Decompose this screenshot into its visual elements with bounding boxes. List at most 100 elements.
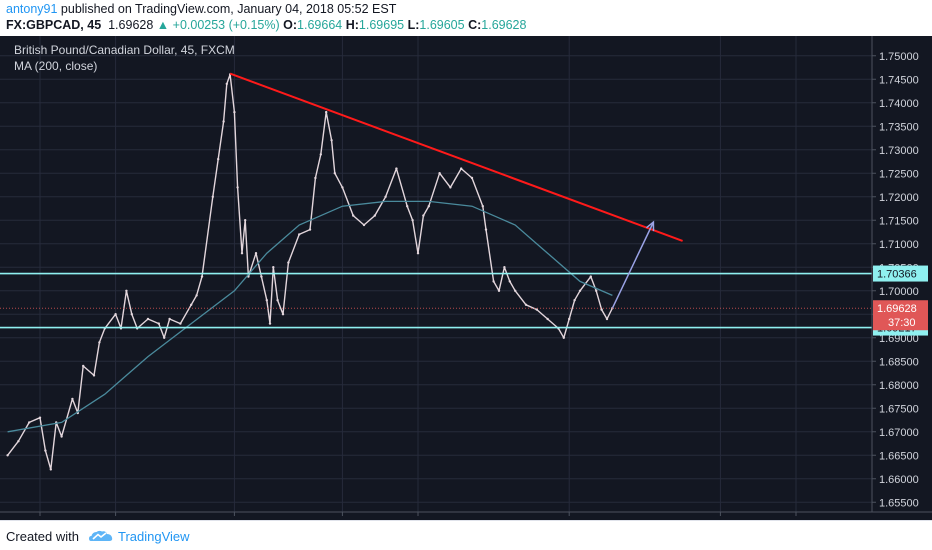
level-price-label: 1.70366 <box>877 269 917 281</box>
high-value: 1.69695 <box>358 18 405 32</box>
price-tick-label: 1.75000 <box>879 51 919 63</box>
price-point <box>333 172 336 175</box>
price-point <box>589 275 592 278</box>
price-point <box>287 261 290 264</box>
symbol-label: FX:GBPCAD, 45 <box>6 18 102 32</box>
price-point <box>524 303 528 306</box>
price-point <box>163 336 166 339</box>
price-point <box>427 205 430 208</box>
chart-header: antony91 published on TradingView.com, J… <box>0 0 932 36</box>
price-point <box>546 317 549 321</box>
price-point <box>272 266 275 269</box>
price-point <box>573 299 576 302</box>
price-point <box>395 167 398 170</box>
price-point <box>17 440 20 443</box>
price-point <box>352 214 355 217</box>
price-point <box>168 317 171 321</box>
bar-countdown-label: 37:30 <box>888 317 916 329</box>
price-point <box>71 397 74 401</box>
price-point <box>416 252 420 255</box>
price-point <box>60 435 63 438</box>
high-label: H: <box>345 18 359 32</box>
chart-title: British Pound/Canadian Dollar, 45, FXCM <box>14 43 235 57</box>
close-value: 1.69628 <box>481 18 527 32</box>
price-point <box>260 275 263 278</box>
price-point <box>146 317 150 321</box>
price-tick-label: 1.72000 <box>879 192 919 204</box>
price-point <box>276 299 279 302</box>
price-tick-label: 1.68500 <box>879 356 919 368</box>
price-point <box>481 205 484 208</box>
price-point <box>38 416 42 419</box>
price-point <box>49 468 52 471</box>
projection-arrow-line <box>611 221 655 309</box>
price-tick-label: 1.69000 <box>879 333 919 345</box>
price-point <box>298 233 301 236</box>
price-point <box>578 289 582 292</box>
price-point <box>98 341 101 344</box>
price-tick-label: 1.72500 <box>879 168 919 180</box>
price-point <box>449 186 452 189</box>
price-point <box>514 289 517 292</box>
open-label: O: <box>283 18 298 32</box>
price-point <box>233 110 236 114</box>
author-link[interactable]: antony91 <box>6 2 58 16</box>
publish-info: published on TradingView.com, January 04… <box>60 2 397 16</box>
footer: Created with TradingView <box>0 520 932 550</box>
price-point <box>281 313 285 316</box>
tradingview-link[interactable]: TradingView <box>118 529 190 544</box>
price-point <box>508 280 511 283</box>
price-tick-label: 1.67500 <box>879 403 919 415</box>
last-price-value: 1.69628 <box>108 18 154 32</box>
quote-line: FX:GBPCAD, 45 1.69628 ▲ +0.00253 (+0.15%… <box>6 18 526 32</box>
time-axis[interactable]: 1320Dec111820181522 <box>34 512 802 520</box>
price-tick-label: 1.74500 <box>879 74 919 86</box>
price-point <box>406 205 409 208</box>
descending-trendline <box>229 72 683 242</box>
price-point <box>325 110 328 114</box>
price-point <box>236 186 239 189</box>
last-price-badge <box>873 300 928 331</box>
price-tick-label: 1.66000 <box>879 474 919 486</box>
ma-200-line <box>7 200 613 433</box>
price-point <box>460 167 463 170</box>
annotation-layer <box>0 72 872 329</box>
price-change: +0.00253 (+0.15%) <box>172 18 280 32</box>
publish-line: antony91 published on TradingView.com, J… <box>6 2 396 16</box>
price-point <box>319 153 322 156</box>
price-point <box>470 176 474 180</box>
tradingview-logo-icon <box>89 530 113 541</box>
price-point <box>195 294 198 297</box>
low-value: 1.69605 <box>419 18 465 32</box>
price-point <box>254 252 258 255</box>
price-point <box>595 289 598 292</box>
price-tick-label: 1.73000 <box>879 145 919 157</box>
chart-background <box>0 36 932 520</box>
change-arrow-icon: ▲ <box>156 18 170 32</box>
price-point <box>244 219 247 222</box>
series-layer <box>6 73 614 471</box>
projection-arrow-head <box>645 220 655 232</box>
price-point <box>265 299 268 302</box>
close-label: C: <box>468 18 482 32</box>
price-point <box>503 266 506 269</box>
price-point <box>362 223 366 227</box>
legend-ma: MA (200, close) <box>14 59 97 73</box>
price-point <box>341 186 344 189</box>
price-point <box>240 252 244 255</box>
price-point <box>28 421 31 424</box>
price-point <box>497 289 501 292</box>
price-chart[interactable]: 1.65500 1.66000 1.66500 1.67000 1.67500 1.680… <box>0 36 932 520</box>
price-tick-label: 1.71500 <box>879 215 919 227</box>
open-value: 1.69664 <box>297 18 343 32</box>
price-point <box>484 228 488 231</box>
price-point <box>411 219 414 222</box>
price-point <box>373 214 376 217</box>
price-point <box>222 120 225 123</box>
price-point <box>568 317 571 321</box>
price-point <box>44 449 47 452</box>
price-point <box>157 322 160 325</box>
price-tick-label: 1.71000 <box>879 239 919 251</box>
price-point <box>190 303 193 306</box>
